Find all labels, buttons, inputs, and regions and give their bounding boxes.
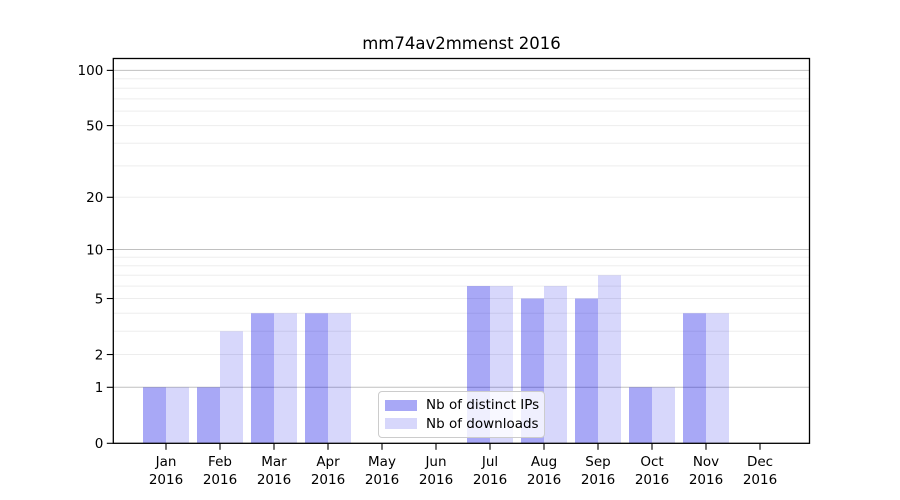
bar-downloads [652,387,675,444]
x-tick-label-year: 2016 [311,472,345,488]
y-tick-label: 20 [86,190,103,206]
x-tick-label-month: Mar [261,454,287,470]
x-tick-label-month: Nov [693,454,719,470]
y-tick-label: 100 [78,63,104,79]
x-tick-label-year: 2016 [581,472,615,488]
x-tick-label-month: Dec [747,454,773,470]
x-tick-label-year: 2016 [527,472,561,488]
y-tick-label: 5 [95,291,104,307]
bar-distinct-ips [629,387,652,444]
bar-downloads [274,313,297,444]
x-tick-label-year: 2016 [419,472,453,488]
x-tick-label-year: 2016 [203,472,237,488]
y-tick-label: 2 [95,347,104,363]
bar-distinct-ips [683,313,706,444]
x-tick-label-year: 2016 [149,472,183,488]
bar-downloads [220,331,243,444]
x-tick-label-year: 2016 [635,472,669,488]
x-tick-label-month: Sep [585,454,610,470]
chart-title: mm74av2mmenst 2016 [362,34,561,53]
plot-border [112,57,811,444]
y-tick-label: 1 [95,380,104,396]
bar-downloads [706,313,729,444]
legend: Nb of distinct IPs Nb of downloads [378,391,545,438]
y-tick-label: 50 [86,118,103,134]
legend-label-distinct-ips: Nb of distinct IPs [426,397,540,414]
x-tick-label-month: Aug [531,454,557,470]
x-tick-label-month: Jul [481,454,498,470]
bar-downloads [544,286,567,444]
x-tick-label-month: Apr [316,454,340,470]
x-tick-label-month: Jan [155,454,177,470]
legend-swatch-downloads [385,418,417,430]
x-tick-label-month: May [368,454,396,470]
bar-downloads [166,387,189,444]
legend-entry-distinct-ips: Nb of distinct IPs [385,397,540,414]
bar-downloads [328,313,351,444]
x-tick-label-year: 2016 [473,472,507,488]
x-tick-label-month: Jun [424,454,446,470]
bar-distinct-ips [575,298,598,444]
y-tick-label: 0 [95,436,104,452]
bar-distinct-ips [251,313,274,444]
x-tick-label-year: 2016 [743,472,777,488]
bar-downloads [598,275,621,444]
x-tick-label-month: Feb [208,454,232,470]
legend-swatch-distinct-ips [385,399,417,411]
x-tick-label-year: 2016 [365,472,399,488]
y-tick-label: 10 [86,242,103,258]
x-tick-label-year: 2016 [689,472,723,488]
bar-distinct-ips [143,387,166,444]
legend-entry-downloads: Nb of downloads [385,415,539,432]
bar-distinct-ips [305,313,328,444]
x-tick-label-month: Oct [640,454,663,470]
x-tick-label-year: 2016 [257,472,291,488]
legend-label-downloads: Nb of downloads [426,415,539,432]
bar-distinct-ips [197,387,220,444]
